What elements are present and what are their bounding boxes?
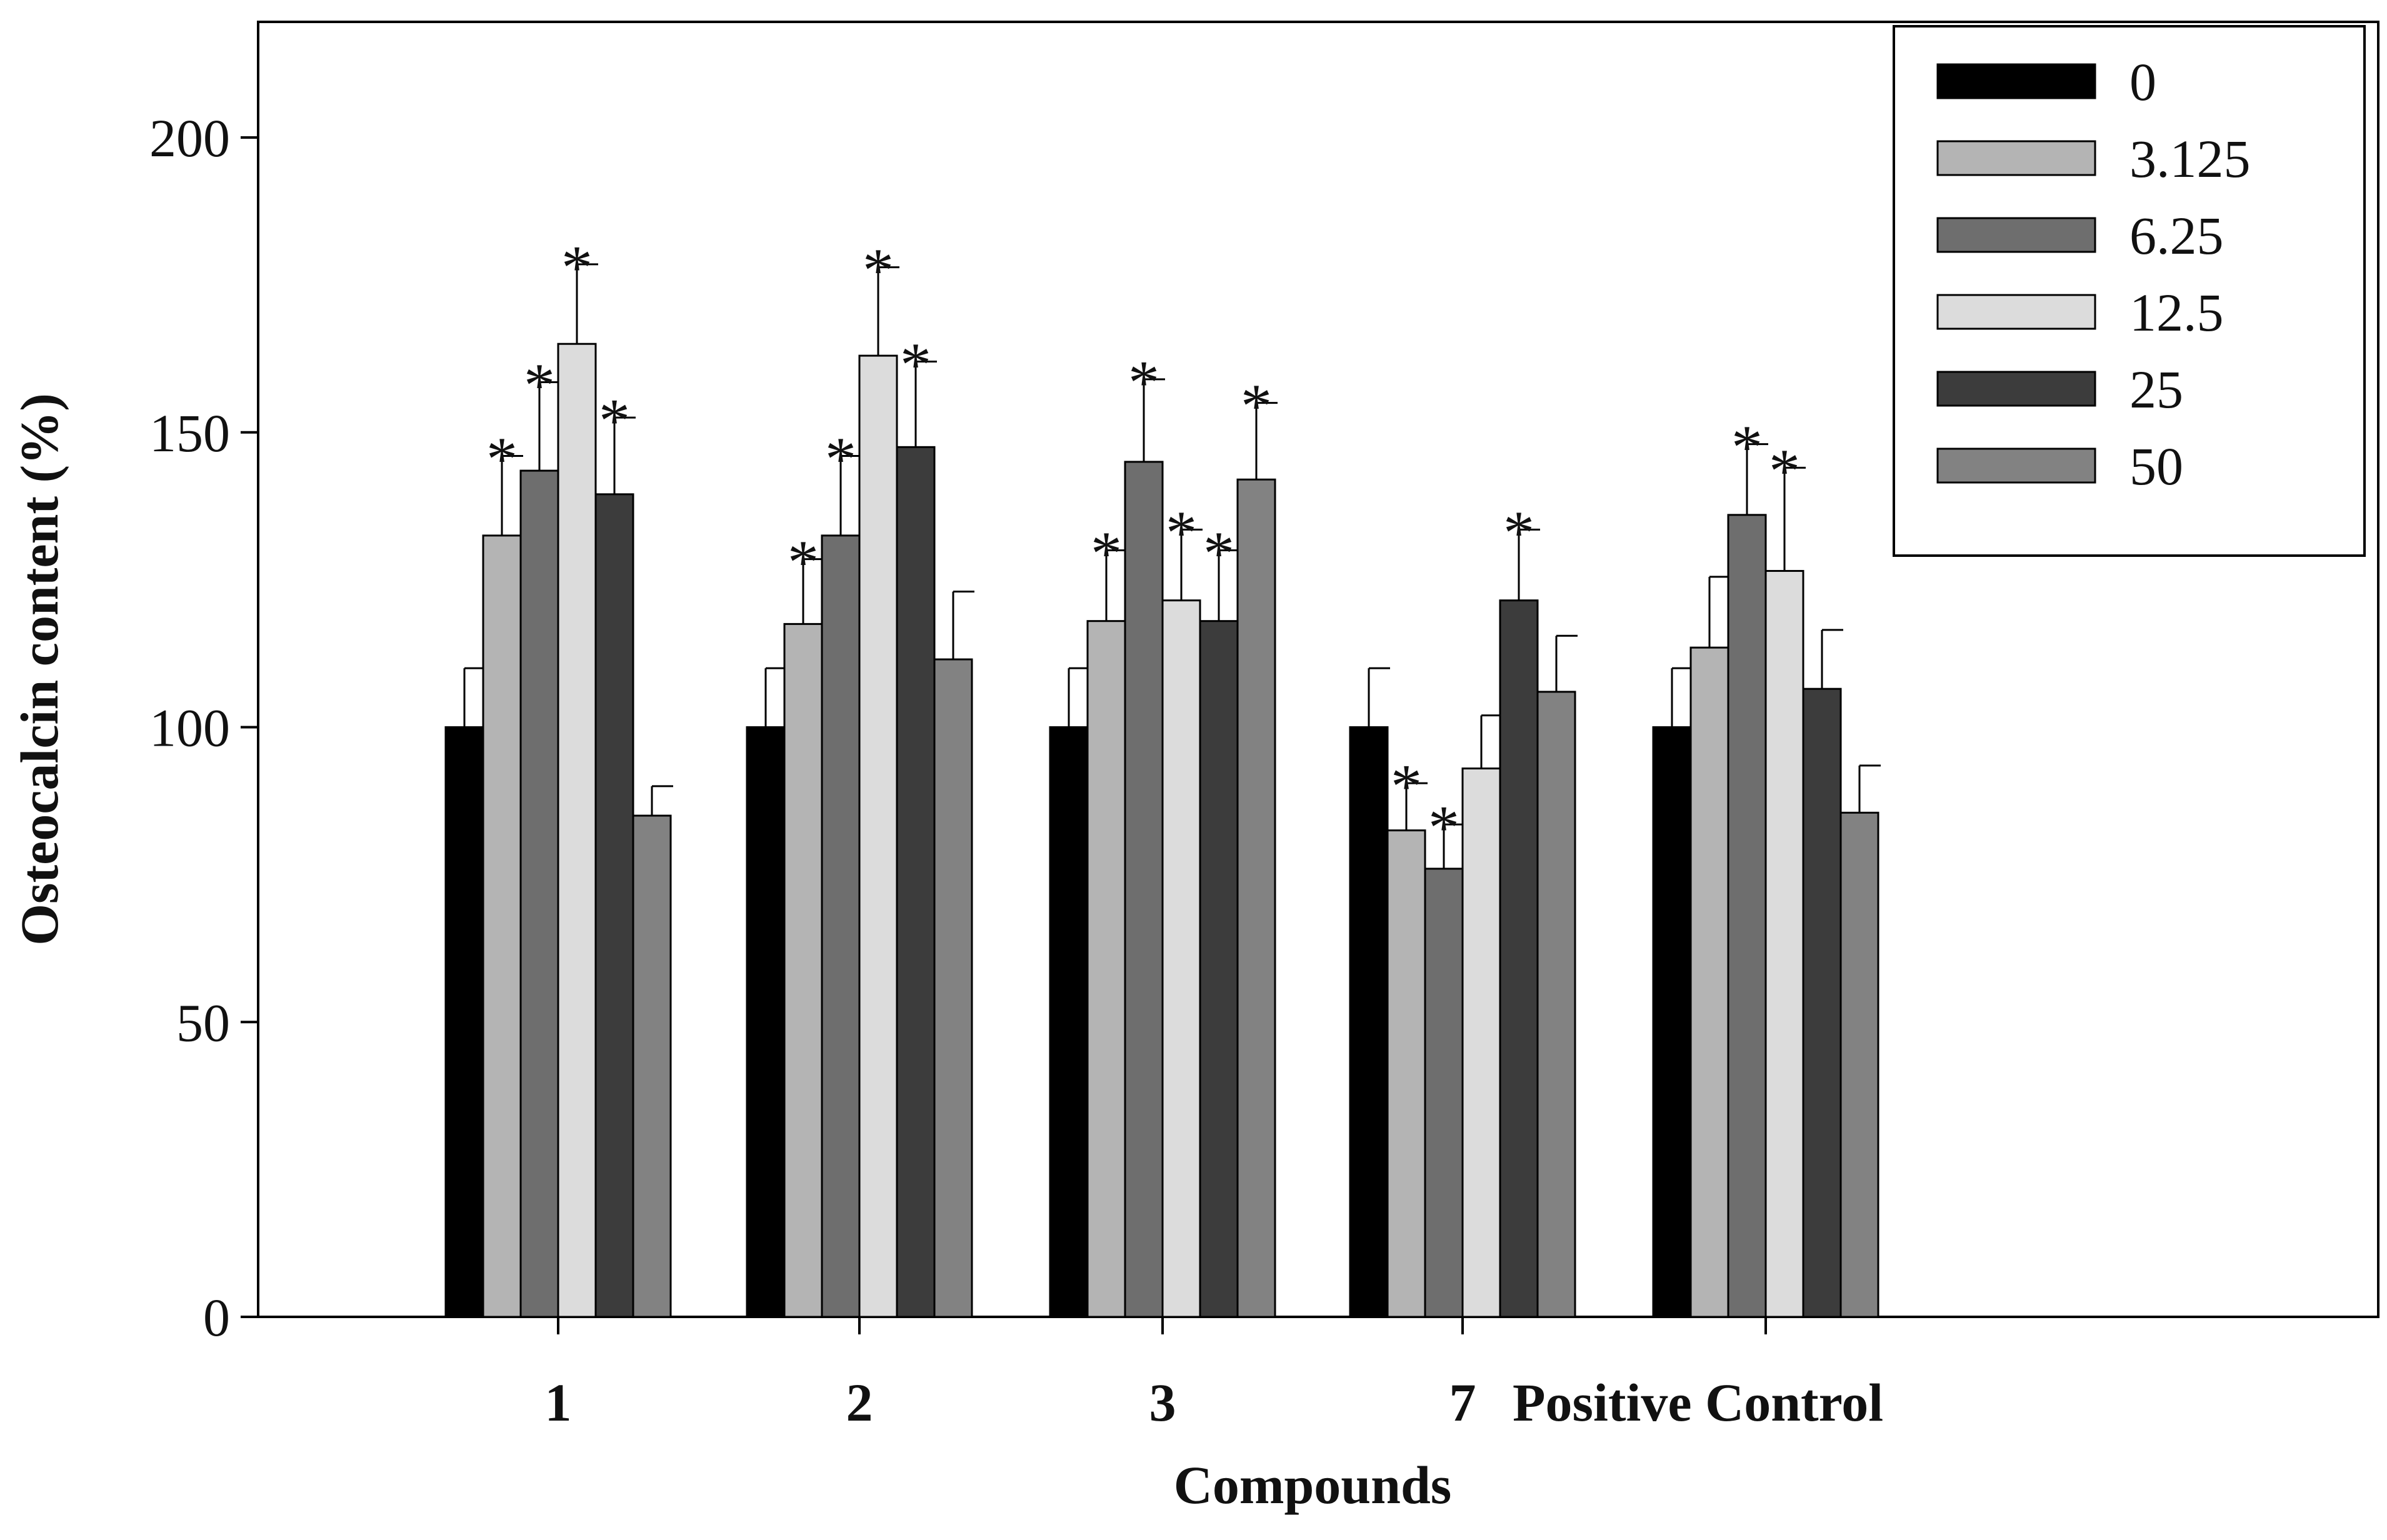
- bar: [746, 726, 786, 1318]
- significance-star: *: [1503, 498, 1534, 567]
- legend-swatch: [1936, 371, 2096, 407]
- y-tick-label: 100: [149, 698, 230, 758]
- legend-label: 50: [2129, 436, 2183, 496]
- significance-star: *: [788, 528, 819, 597]
- x-tick-label: Positive Control: [1513, 1372, 1883, 1432]
- legend-swatch: [1936, 217, 2096, 253]
- bar: [1199, 620, 1239, 1318]
- bar-groups: *********** ****** *: [444, 232, 1881, 1318]
- bar: [594, 493, 634, 1318]
- bar: [1386, 829, 1426, 1318]
- significance-star: *: [561, 232, 593, 302]
- legend-label: 6.25: [2129, 206, 2224, 266]
- bar: [632, 814, 672, 1318]
- bar: [1802, 688, 1842, 1318]
- legend-swatch: [1936, 294, 2096, 330]
- significance-star: *: [1166, 498, 1197, 567]
- legend-label: 0: [2129, 52, 2156, 112]
- legend-swatch: [1936, 448, 2096, 484]
- bar: [519, 469, 559, 1318]
- legend-swatch: [1936, 63, 2096, 99]
- legend: 0 3.125 6.25 12.5 25 50: [1893, 25, 2366, 557]
- significance-star: *: [1391, 751, 1422, 821]
- y-axis-ticks: 0 50 100 150 200: [149, 108, 258, 1348]
- significance-star: *: [1428, 792, 1459, 862]
- bar-group-2: ****: [746, 236, 974, 1318]
- bar: [1086, 620, 1126, 1318]
- bar: [1764, 569, 1804, 1318]
- bar: [821, 534, 861, 1318]
- bar: [1727, 514, 1767, 1318]
- x-tick-label: 3: [1149, 1372, 1176, 1432]
- bar: [783, 622, 823, 1318]
- significance-star: *: [1769, 436, 1800, 505]
- significance-star: *: [900, 330, 931, 399]
- bar: [1499, 599, 1539, 1318]
- significance-star: *: [1731, 412, 1763, 482]
- bar: [1161, 599, 1201, 1318]
- legend-label: 12.5: [2129, 282, 2224, 342]
- bar: [1689, 646, 1729, 1318]
- bar: [1652, 726, 1692, 1318]
- x-axis-ticks: 1 2 3 7 Positive Control: [545, 1317, 1883, 1432]
- bar: [1461, 768, 1501, 1318]
- significance-star: *: [1203, 518, 1234, 588]
- bar: [1839, 811, 1879, 1318]
- bar: [896, 446, 936, 1318]
- bar: [1349, 726, 1389, 1318]
- y-axis-title: Osteocalcin content (%): [9, 393, 69, 946]
- y-tick-label: 150: [149, 403, 230, 463]
- x-tick-label: 1: [545, 1372, 572, 1432]
- bar: [933, 658, 973, 1318]
- bar: [444, 726, 484, 1318]
- bar: [1236, 478, 1276, 1318]
- significance-star: *: [1091, 518, 1122, 588]
- significance-star: *: [599, 386, 630, 455]
- bar: [1536, 691, 1576, 1318]
- legend-label: 25: [2129, 359, 2183, 419]
- significance-star: *: [486, 424, 518, 493]
- bar: [1049, 726, 1089, 1318]
- significance-star: *: [524, 351, 555, 420]
- bar-group-1: ****: [444, 232, 673, 1318]
- bar-group-3: *** **: [1049, 348, 1278, 1318]
- y-tick-label: 0: [203, 1288, 230, 1348]
- legend-label: 3.125: [2129, 129, 2251, 189]
- legend-swatch: [1936, 140, 2096, 176]
- bar: [557, 342, 597, 1318]
- x-axis-title: Compounds: [1174, 1455, 1452, 1515]
- significance-star: *: [1241, 371, 1272, 441]
- bar-group-5: * *: [1652, 412, 1881, 1318]
- bar: [1124, 461, 1164, 1318]
- x-tick-label: 7: [1449, 1372, 1476, 1432]
- x-tick-label: 2: [846, 1372, 873, 1432]
- bar-group-4: ***: [1349, 498, 1578, 1318]
- bar: [858, 354, 898, 1318]
- significance-star: *: [863, 236, 894, 305]
- bar: [1424, 868, 1464, 1318]
- significance-star: *: [1128, 348, 1159, 417]
- y-tick-label: 200: [149, 108, 230, 168]
- bar: [482, 534, 522, 1318]
- y-tick-label: 50: [176, 992, 230, 1052]
- significance-star: *: [825, 424, 856, 493]
